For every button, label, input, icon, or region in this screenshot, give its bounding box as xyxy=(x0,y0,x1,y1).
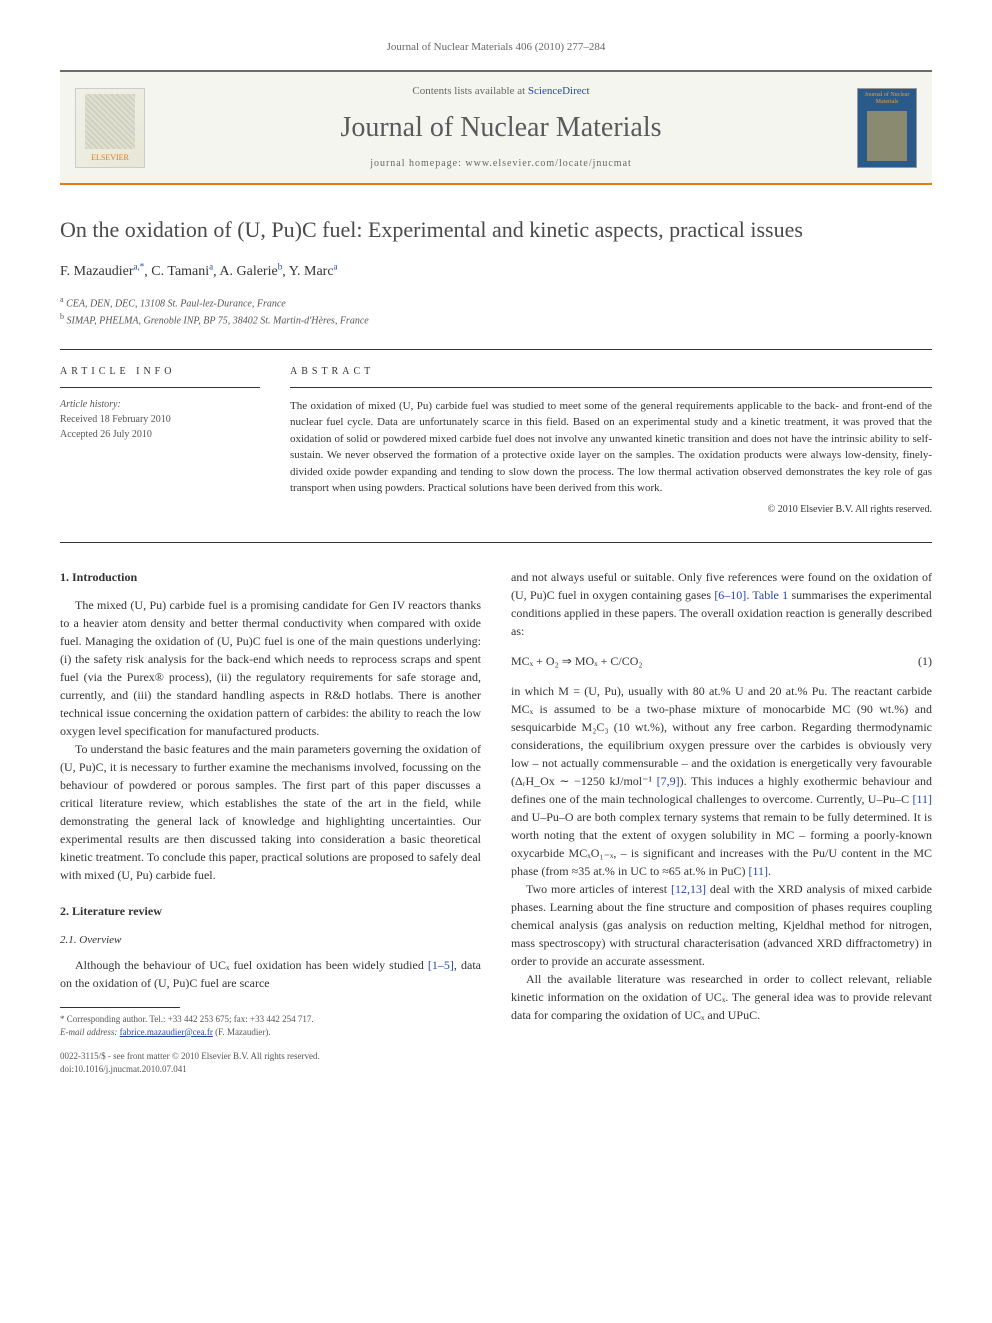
table-1-ref[interactable]: Table 1 xyxy=(752,588,788,602)
journal-name: Journal of Nuclear Materials xyxy=(145,108,857,147)
divider xyxy=(60,349,932,350)
literature-heading: 2. Literature review xyxy=(60,902,481,920)
col2-paragraph-4: All the available literature was researc… xyxy=(511,970,932,1024)
col2-paragraph-2: in which M = (U, Pu), usually with 80 at… xyxy=(511,682,932,880)
intro-paragraph-1: The mixed (U, Pu) carbide fuel is a prom… xyxy=(60,596,481,740)
ref-1-5[interactable]: [1–5] xyxy=(428,958,454,972)
publisher-name: ELSEVIER xyxy=(91,152,129,163)
received-date: Received 18 February 2010 xyxy=(60,412,260,427)
ref-11b[interactable]: [11] xyxy=(748,864,768,878)
author-4: Y. Marca xyxy=(289,264,338,279)
footnote-rule xyxy=(60,1007,180,1008)
author-email-link[interactable]: fabrice.mazaudier@cea.fr xyxy=(120,1027,213,1037)
affiliations: a CEA, DEN, DEC, 13108 St. Paul-lez-Dura… xyxy=(60,294,932,329)
journal-header-box: ELSEVIER Contents lists available at Sci… xyxy=(60,70,932,185)
sciencedirect-link[interactable]: ScienceDirect xyxy=(528,85,590,97)
author-3: A. Galerieb xyxy=(219,264,282,279)
journal-cover-thumbnail: Journal of Nuclear Materials xyxy=(857,88,917,168)
left-column: 1. Introduction The mixed (U, Pu) carbid… xyxy=(60,568,481,1076)
affiliation-a: CEA, DEN, DEC, 13108 St. Paul-lez-Duranc… xyxy=(66,298,286,309)
ref-11a[interactable]: [11] xyxy=(912,792,932,806)
ref-7-9[interactable]: [7,9] xyxy=(657,774,680,788)
article-title: On the oxidation of (U, Pu)C fuel: Exper… xyxy=(60,215,932,246)
authors-list: F. Mazaudiera,*, C. Tamania, A. Galerieb… xyxy=(60,261,932,282)
corresponding-author-footnote: * Corresponding author. Tel.: +33 442 25… xyxy=(60,1013,481,1038)
article-info-block: ARTICLE INFO Article history: Received 1… xyxy=(60,365,260,517)
divider xyxy=(60,542,932,543)
author-1: F. Mazaudiera,* xyxy=(60,264,144,279)
article-info-header: ARTICLE INFO xyxy=(60,365,260,388)
right-column: and not always useful or suitable. Only … xyxy=(511,568,932,1076)
citation-header: Journal of Nuclear Materials 406 (2010) … xyxy=(60,40,932,55)
abstract-block: ABSTRACT The oxidation of mixed (U, Pu) … xyxy=(290,365,932,517)
col2-paragraph-3: Two more articles of interest [12,13] de… xyxy=(511,880,932,970)
contents-available-line: Contents lists available at ScienceDirec… xyxy=(145,84,857,99)
lit-paragraph-1: Although the behaviour of UCₓ fuel oxida… xyxy=(60,956,481,992)
intro-heading: 1. Introduction xyxy=(60,568,481,586)
ref-12-13[interactable]: [12,13] xyxy=(671,882,706,896)
ref-6-10[interactable]: [6–10] xyxy=(714,588,746,602)
col2-paragraph-1: and not always useful or suitable. Only … xyxy=(511,568,932,640)
author-2: C. Tamania xyxy=(151,264,213,279)
equation-number: (1) xyxy=(918,652,932,670)
elsevier-logo: ELSEVIER xyxy=(75,88,145,168)
abstract-text: The oxidation of mixed (U, Pu) carbide f… xyxy=(290,398,932,497)
intro-paragraph-2: To understand the basic features and the… xyxy=(60,740,481,884)
affiliation-b: SIMAP, PHELMA, Grenoble INP, BP 75, 3840… xyxy=(67,316,369,327)
abstract-header: ABSTRACT xyxy=(290,365,932,388)
accepted-date: Accepted 26 July 2010 xyxy=(60,427,260,442)
homepage-line: journal homepage: www.elsevier.com/locat… xyxy=(145,157,857,171)
equation-1: MCₓ + O₂ ⇒ MOₓ + C/CO₂ (1) xyxy=(511,652,932,670)
homepage-url[interactable]: www.elsevier.com/locate/jnucmat xyxy=(465,158,631,169)
abstract-copyright: © 2010 Elsevier B.V. All rights reserved… xyxy=(290,503,932,517)
overview-heading: 2.1. Overview xyxy=(60,932,481,949)
doi-block: 0022-3115/$ - see front matter © 2010 El… xyxy=(60,1050,481,1075)
article-history-label: Article history: xyxy=(60,398,260,412)
